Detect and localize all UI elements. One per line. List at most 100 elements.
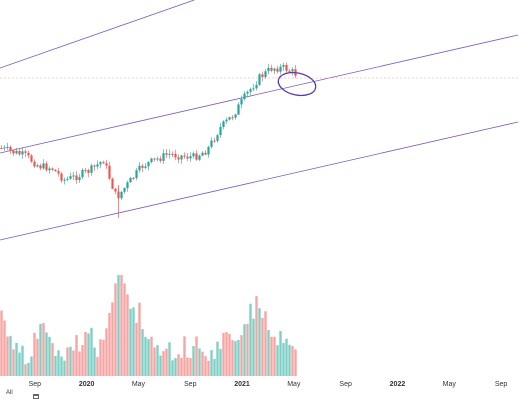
volume-bar bbox=[219, 349, 222, 376]
volume-bar bbox=[231, 340, 234, 376]
candle-body bbox=[198, 155, 201, 160]
candle-body bbox=[171, 153, 174, 155]
x-tick-label: Sep bbox=[29, 381, 42, 388]
volume-bar bbox=[186, 357, 189, 376]
volume-bar bbox=[264, 311, 267, 376]
volume-bar bbox=[204, 356, 207, 376]
volume-bar bbox=[267, 329, 270, 376]
candle-body bbox=[90, 165, 93, 173]
volume-bar bbox=[0, 310, 3, 376]
candle-body bbox=[108, 165, 111, 179]
candle-body bbox=[183, 155, 186, 157]
volume-bar bbox=[162, 351, 165, 376]
volume-bar bbox=[45, 332, 48, 376]
candle-body bbox=[246, 91, 249, 94]
volume-bar bbox=[78, 351, 81, 376]
candle-body bbox=[42, 163, 45, 169]
candle-body bbox=[120, 191, 123, 199]
volume-bar bbox=[27, 362, 30, 376]
candle-body bbox=[162, 153, 165, 161]
x-tick-label: Sep bbox=[339, 381, 352, 388]
candle-body bbox=[123, 188, 126, 192]
candle-body bbox=[186, 156, 189, 159]
candle-body bbox=[216, 135, 219, 141]
volume-bar bbox=[285, 338, 288, 376]
x-tick-label: 2020 bbox=[79, 381, 95, 388]
channel-layer bbox=[0, 0, 520, 241]
volume-bar bbox=[15, 342, 18, 376]
volume-bar bbox=[246, 323, 249, 376]
volume-bar bbox=[213, 359, 216, 376]
volume-bar bbox=[165, 348, 168, 376]
volume-bar bbox=[150, 336, 153, 376]
volume-bar bbox=[141, 329, 144, 376]
candle-body bbox=[75, 175, 78, 181]
volume-bar bbox=[33, 332, 36, 376]
annotation-circle bbox=[277, 71, 317, 97]
volume-bar bbox=[294, 349, 297, 376]
annotation-layer bbox=[277, 71, 317, 97]
volume-bar bbox=[69, 346, 72, 376]
candle-body bbox=[156, 158, 159, 160]
candle-body bbox=[231, 117, 234, 119]
candle-body bbox=[243, 93, 246, 100]
candle-body bbox=[21, 151, 24, 155]
volume-bar bbox=[12, 349, 15, 376]
volume-bar bbox=[234, 341, 237, 376]
volume-bar bbox=[237, 339, 240, 376]
candle-body bbox=[225, 119, 228, 122]
volume-bar bbox=[48, 336, 51, 376]
candle-body bbox=[18, 150, 21, 155]
volume-bar bbox=[18, 352, 21, 376]
volume-bar bbox=[84, 331, 87, 376]
candle-body bbox=[222, 121, 225, 127]
calendar-icon[interactable] bbox=[33, 394, 39, 399]
range-all-button[interactable]: All bbox=[6, 390, 13, 396]
volume-bar bbox=[147, 339, 150, 376]
candle-body bbox=[27, 152, 30, 156]
candle-body bbox=[15, 150, 18, 154]
candle-body bbox=[9, 146, 12, 151]
volume-bar bbox=[159, 355, 162, 376]
candle-body bbox=[213, 140, 216, 142]
time-axis: Sep 2020 May Sep 2021 May Sep 2022 May Sep bbox=[29, 381, 508, 388]
volume-bar bbox=[201, 351, 204, 376]
candle-body bbox=[60, 173, 63, 181]
volume-bar bbox=[270, 336, 273, 376]
candle-body bbox=[51, 168, 54, 170]
x-tick-label: May bbox=[287, 381, 301, 388]
volume-bar bbox=[255, 296, 258, 376]
candle-body bbox=[279, 66, 282, 72]
candle-body bbox=[291, 69, 294, 72]
volume-bar bbox=[51, 343, 54, 376]
candle-body bbox=[114, 188, 117, 192]
volume-bar bbox=[153, 347, 156, 376]
candle-body bbox=[144, 166, 147, 168]
volume-bar bbox=[261, 317, 264, 376]
candle-body bbox=[45, 163, 48, 171]
x-tick-label: May bbox=[132, 381, 146, 388]
volume-bar bbox=[279, 331, 282, 376]
volume-bar bbox=[177, 354, 180, 376]
volume-bar bbox=[105, 328, 108, 376]
candle-body bbox=[6, 146, 9, 148]
x-tick-label: 2021 bbox=[234, 381, 250, 388]
candle-body bbox=[210, 140, 213, 147]
candle-body bbox=[201, 152, 204, 156]
candle-body bbox=[96, 164, 99, 167]
candle-body bbox=[273, 68, 276, 71]
candle-body bbox=[81, 169, 84, 178]
volume-bar bbox=[120, 275, 123, 376]
volume-bar bbox=[144, 337, 147, 376]
volume-bar bbox=[276, 345, 279, 376]
candle-body bbox=[84, 169, 87, 171]
candle-body bbox=[36, 165, 39, 167]
volume-bar bbox=[273, 336, 276, 376]
candle-body bbox=[135, 170, 138, 179]
candle-body bbox=[180, 155, 183, 160]
volume-bar bbox=[21, 345, 24, 376]
x-tick-label: 2022 bbox=[390, 381, 406, 388]
candle-body bbox=[207, 146, 210, 155]
